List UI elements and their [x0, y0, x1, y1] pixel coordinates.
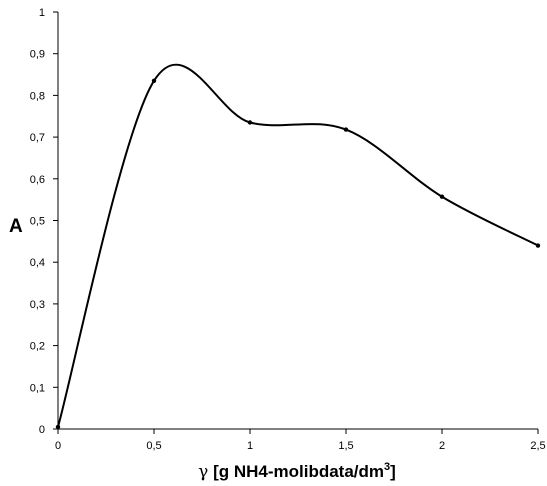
data-point [343, 127, 349, 132]
y-tick-label: 0,3 [30, 299, 45, 311]
x-axis-label-symbol: γ [198, 462, 208, 482]
y-tick-label: 0,6 [30, 174, 45, 186]
x-tick-label: 2,5 [530, 440, 545, 452]
y-tick-label: 0,1 [30, 382, 45, 394]
data-points [55, 78, 541, 430]
data-point [535, 243, 541, 248]
x-tick-label: 2 [439, 440, 445, 452]
y-axis-ticks: 0 0,1 0,2 0,3 0,4 0,5 0,6 0,7 0,8 0,9 1 [30, 7, 58, 436]
y-tick-label: 0 [39, 424, 45, 436]
y-tick-label: 0,4 [30, 257, 45, 269]
y-tick-label: 0,5 [30, 216, 45, 228]
x-axis-label-superscript: 3 [384, 461, 390, 473]
y-tick-label: 0,7 [30, 132, 45, 144]
x-tick-label: 0,5 [146, 440, 161, 452]
x-axis-label: γ [g NH4-molibdata/dm3] [198, 461, 396, 482]
x-axis-label-text: [g NH4-molibdata/dm [208, 462, 384, 481]
series-line [57, 63, 539, 428]
y-tick-label: 0,2 [30, 341, 45, 353]
data-point [55, 424, 61, 430]
data-point [439, 194, 445, 199]
y-tick-label: 0,8 [30, 90, 45, 102]
data-point [151, 78, 157, 84]
y-axis-label: A [9, 216, 23, 237]
data-point [247, 120, 253, 125]
x-tick-label: 0 [55, 440, 61, 452]
y-tick-label: 1 [39, 7, 45, 19]
y-tick-label: 0,9 [30, 49, 45, 61]
x-axis-label-close: ] [390, 462, 396, 481]
x-axis-ticks: 0 0,5 1 1,5 2 2,5 [55, 429, 546, 452]
x-tick-label: 1 [247, 440, 253, 452]
x-tick-label: 1,5 [338, 440, 353, 452]
